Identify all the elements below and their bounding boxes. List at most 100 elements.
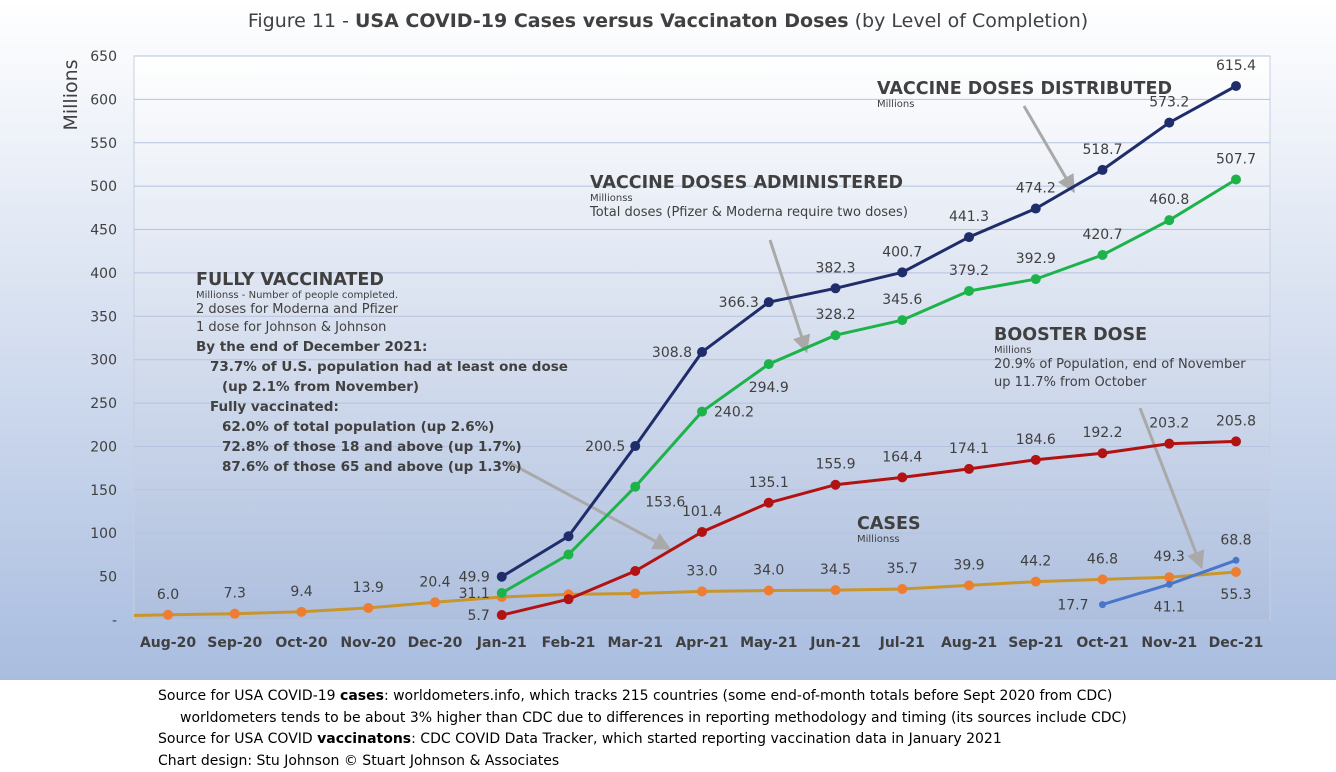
x-tick-label: Dec-20 (408, 635, 463, 651)
data-point-cases (430, 597, 440, 607)
data-label-administered: 460.8 (1149, 192, 1189, 208)
data-point-administered (630, 482, 640, 492)
data-label-distributed: 474.2 (1016, 181, 1056, 197)
y-tick-label: 300 (90, 353, 117, 369)
annotation-cases: CASES Millionss (857, 514, 921, 545)
data-point-cases (897, 584, 907, 594)
data-label-administered: 392.9 (1016, 251, 1056, 267)
data-label-cases: 35.7 (887, 561, 918, 577)
data-label-distributed: 441.3 (949, 209, 989, 225)
y-axis-label: Millions (60, 59, 82, 130)
footer-line-1: Source for USA COVID-19 cases: worldomet… (158, 686, 1127, 708)
data-label-fully: 174.1 (949, 441, 989, 457)
data-label-administered: 31.1 (459, 586, 490, 602)
data-point-booster (1233, 557, 1240, 564)
annotation-distributed-small: Millions (877, 99, 1172, 110)
data-point-cases (964, 580, 974, 590)
data-label-cases: 34.5 (820, 562, 851, 578)
annotation-fully-line2: 1 dose for Johnson & Johnson (196, 319, 568, 337)
y-tick-label: 450 (90, 223, 117, 239)
data-point-cases (764, 585, 774, 595)
annotation-distributed-head: VACCINE DOSES DISTRIBUTED (877, 79, 1172, 99)
data-point-distributed (764, 297, 774, 307)
data-point-cases (831, 585, 841, 595)
data-label-cases: 20.4 (419, 574, 450, 590)
x-tick-label: Oct-20 (275, 635, 327, 651)
x-tick-label: Mar-21 (607, 635, 663, 651)
y-tick-label: 400 (90, 266, 117, 282)
y-tick-label: 50 (99, 570, 117, 586)
annotation-fully-small: Millionss - Number of people completed. (196, 290, 568, 301)
data-label-cases: 13.9 (353, 580, 384, 596)
data-label-cases: 44.2 (1020, 554, 1051, 570)
data-point-cases (697, 586, 707, 596)
data-point-fully (1164, 439, 1174, 449)
data-point-distributed (1031, 204, 1041, 214)
data-label-administered: 294.9 (749, 380, 789, 396)
annotation-fully-b6: 72.8% of those 18 and above (up 1.7%) (196, 437, 568, 457)
data-point-administered (1098, 250, 1108, 260)
data-point-fully (764, 498, 774, 508)
chart-title: Figure 11 - USA COVID-19 Cases versus Va… (0, 10, 1336, 32)
data-label-administered: 420.7 (1082, 227, 1122, 243)
data-point-booster (1099, 601, 1106, 608)
data-point-cases (1231, 567, 1241, 577)
data-label-fully: 5.7 (467, 608, 489, 624)
x-tick-label: Feb-21 (542, 635, 596, 651)
annotation-administered-small: Millionss (590, 193, 908, 204)
data-point-fully (1231, 436, 1241, 446)
x-tick-label: Jul-21 (879, 635, 925, 651)
data-label-fully: 205.8 (1216, 413, 1256, 429)
x-tick-label: Sep-20 (207, 635, 262, 651)
data-label-distributed: 615.4 (1216, 58, 1256, 74)
annotation-administered-head: VACCINE DOSES ADMINISTERED (590, 173, 908, 193)
data-label-fully: 135.1 (749, 475, 789, 491)
data-point-distributed (564, 531, 574, 541)
data-point-fully (564, 594, 574, 604)
data-point-administered (964, 286, 974, 296)
data-label-administered: 240.2 (714, 405, 754, 421)
y-tick-label: 650 (90, 49, 117, 65)
data-point-cases (1031, 577, 1041, 587)
data-point-administered (1031, 274, 1041, 284)
data-label-administered: 507.7 (1216, 151, 1256, 167)
data-label-fully: 203.2 (1149, 416, 1189, 432)
data-label-cases: 55.3 (1220, 587, 1251, 603)
annotation-booster-small: Millions (994, 345, 1246, 356)
data-label-cases: 7.3 (224, 586, 246, 602)
annotation-distributed: VACCINE DOSES DISTRIBUTED Millions (877, 79, 1172, 110)
data-point-administered (1164, 215, 1174, 225)
annotation-fully-head: FULLY VACCINATED (196, 270, 568, 290)
data-point-distributed (1164, 118, 1174, 128)
annotation-cases-head: CASES (857, 514, 921, 534)
footer-line-3: Source for USA COVID vaccinatons: CDC CO… (158, 729, 1127, 751)
y-tick-label: 200 (90, 439, 117, 455)
data-point-administered (697, 407, 707, 417)
data-label-distributed: 400.7 (882, 244, 922, 260)
data-point-cases (230, 609, 240, 619)
data-point-cases (630, 589, 640, 599)
data-label-cases: 34.0 (753, 562, 784, 578)
x-tick-label: Aug-21 (941, 635, 997, 651)
y-tick-label: 600 (90, 92, 117, 108)
data-point-administered (831, 330, 841, 340)
data-point-distributed (697, 347, 707, 357)
data-label-cases: 9.4 (290, 584, 312, 600)
data-point-cases (1164, 572, 1174, 582)
annotation-booster-head: BOOSTER DOSE (994, 325, 1246, 345)
annotation-fully-b1: By the end of December 2021: (196, 337, 568, 357)
annotation-booster-line2: up 11.7% from October (994, 374, 1246, 392)
data-label-fully: 101.4 (682, 504, 722, 520)
y-tick-label: 350 (90, 309, 117, 325)
data-label-fully: 192.2 (1082, 425, 1122, 441)
annotation-fully-b2: 73.7% of U.S. population had at least on… (196, 357, 568, 377)
annotation-cases-small: Millionss (857, 534, 921, 545)
data-label-distributed: 49.9 (459, 570, 490, 586)
data-point-fully (1031, 455, 1041, 465)
annotation-fully: FULLY VACCINATED Millionss - Number of p… (196, 270, 568, 477)
data-point-distributed (897, 267, 907, 277)
x-tick-label: May-21 (740, 635, 797, 651)
data-point-cases (163, 610, 173, 620)
data-label-distributed: 518.7 (1082, 142, 1122, 158)
annotation-administered: VACCINE DOSES ADMINISTERED Millionss Tot… (590, 173, 908, 222)
